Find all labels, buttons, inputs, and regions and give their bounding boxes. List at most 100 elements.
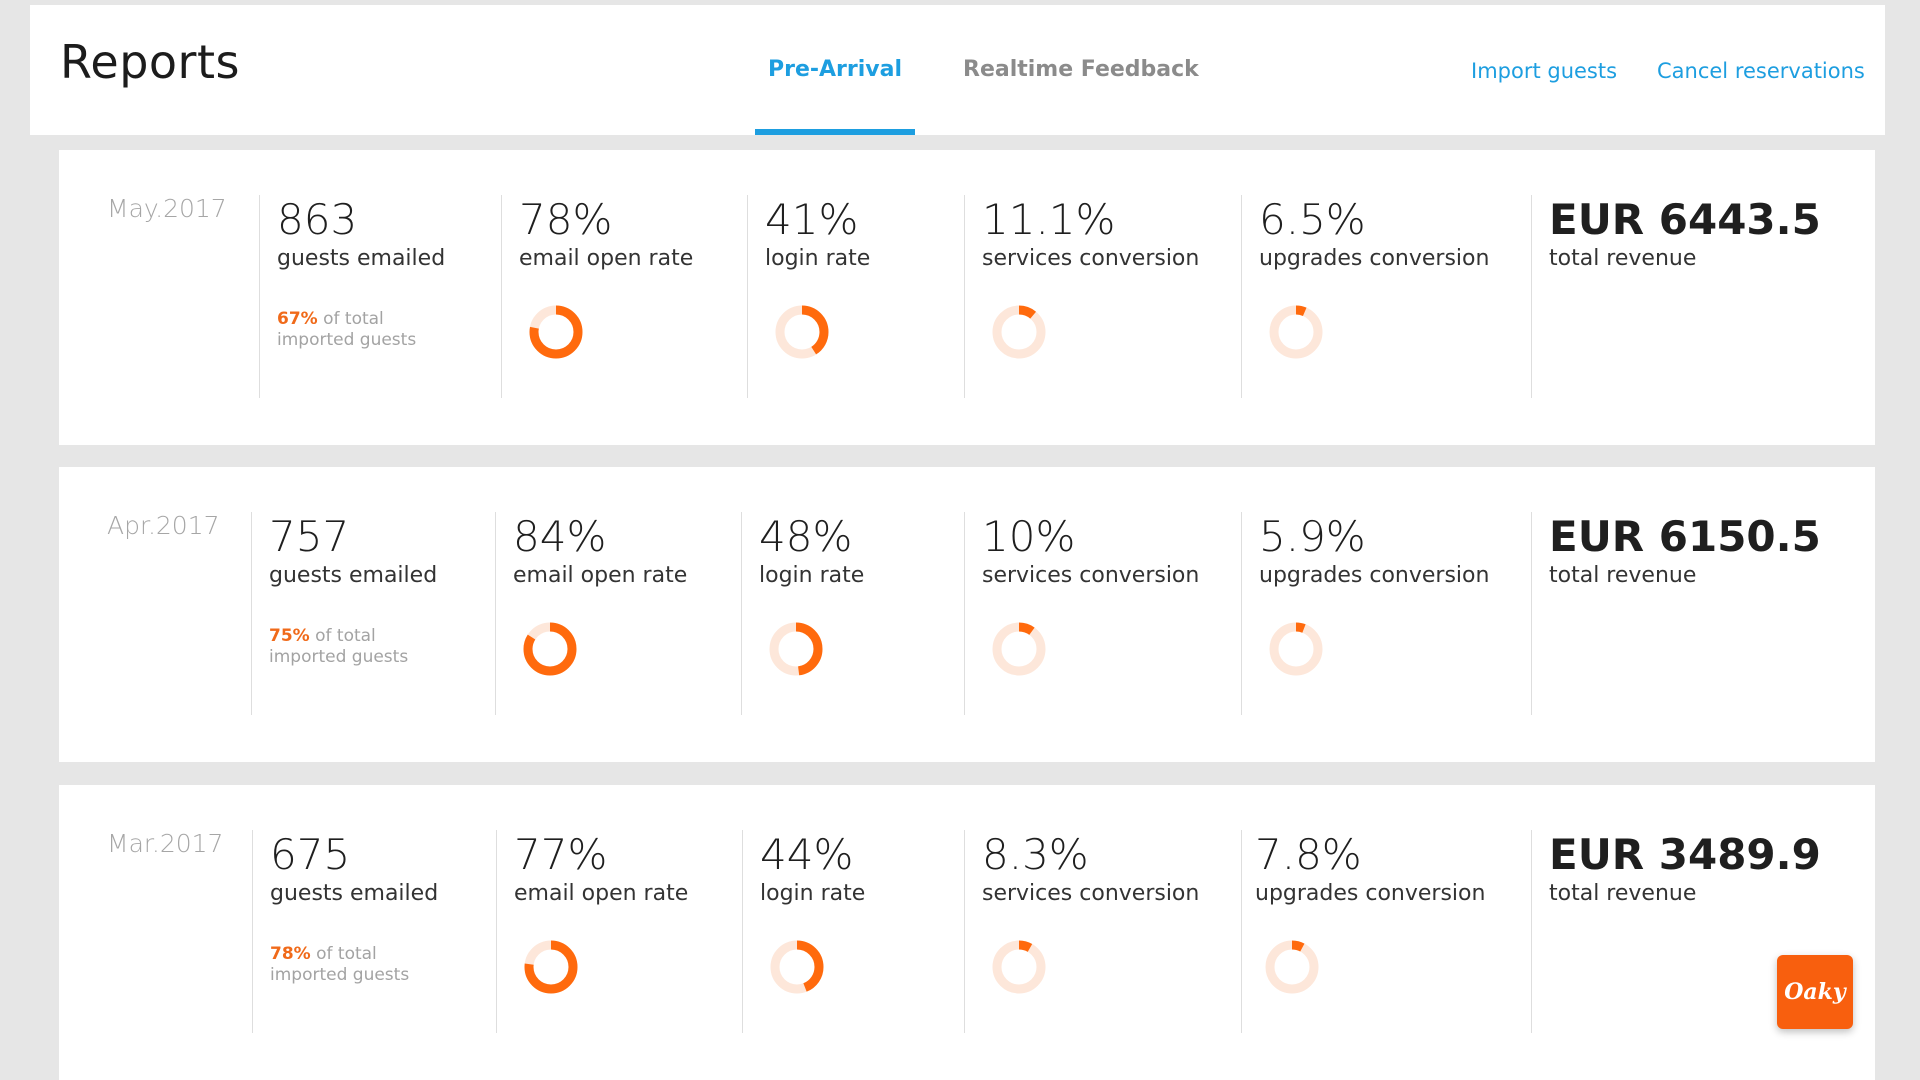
total-revenue-metric: EUR 6443.5 total revenue (1549, 196, 1821, 272)
donut-track (1269, 622, 1323, 676)
donut-arc (775, 305, 829, 359)
divider (1531, 195, 1532, 398)
guests-emailed-metric: 675 guests emailed 78% of total imported… (270, 831, 440, 986)
divider (252, 830, 253, 1033)
donut-arc (770, 940, 824, 994)
total-revenue-value: EUR 6150.5 (1549, 512, 1821, 561)
report-month: Apr.2017 (107, 511, 220, 540)
divider (251, 512, 252, 715)
divider (1531, 512, 1532, 715)
upgrades-conversion-metric: 5.9% upgrades conversion (1259, 513, 1489, 678)
services-conversion-donut (992, 622, 1046, 676)
divider (259, 195, 260, 398)
services-conversion-value: 8.3% (982, 830, 1089, 879)
guests-emailed-value: 863 (277, 195, 358, 244)
services-conversion-label: services conversion (982, 563, 1200, 588)
login-rate-donut (770, 940, 824, 994)
donut-track (992, 622, 1046, 676)
donut-arc (524, 940, 578, 994)
oaky-logo-button[interactable]: Oaky (1777, 955, 1853, 1029)
report-month: Mar.2017 (107, 829, 224, 858)
login-rate-donut (769, 622, 823, 676)
email-open-rate-donut (524, 940, 578, 994)
guests-emailed-metric: 757 guests emailed 75% of total imported… (269, 513, 439, 668)
donut-track (992, 940, 1046, 994)
upgrades-conversion-metric: 7.8% upgrades conversion (1255, 831, 1485, 996)
login-rate-value: 48% (759, 512, 853, 561)
divider (1241, 830, 1242, 1033)
page-title: Reports (60, 35, 240, 89)
login-rate-metric: 41% login rate (765, 196, 870, 361)
divider (501, 195, 502, 398)
report-month: May.2017 (107, 194, 227, 223)
donut-track (1265, 940, 1319, 994)
upgrades-conversion-value: 7.8% (1255, 830, 1362, 879)
imported-text: of total imported guests (277, 309, 417, 350)
upgrades-conversion-label: upgrades conversion (1255, 881, 1486, 906)
divider (741, 512, 742, 715)
divider (742, 830, 743, 1033)
services-conversion-donut (992, 305, 1046, 359)
email-open-rate-donut (523, 622, 577, 676)
login-rate-label: login rate (765, 246, 871, 271)
total-revenue-label: total revenue (1549, 563, 1697, 588)
email-open-rate-label: email open rate (513, 563, 688, 588)
donut-arc (1265, 940, 1319, 994)
donut-arc (992, 305, 1046, 359)
upgrades-conversion-label: upgrades conversion (1259, 563, 1490, 588)
services-conversion-label: services conversion (982, 246, 1200, 271)
services-conversion-label: services conversion (982, 881, 1200, 906)
imported-guests-note: 75% of total imported guests (269, 626, 439, 668)
guests-emailed-label: guests emailed (277, 246, 446, 271)
email-open-rate-metric: 77% email open rate (514, 831, 688, 996)
donut-track (1269, 305, 1323, 359)
report-card: Mar.2017 675 guests emailed 78% of total… (59, 785, 1875, 1080)
divider (964, 195, 965, 398)
guests-emailed-value: 675 (270, 830, 351, 879)
upgrades-conversion-metric: 6.5% upgrades conversion (1259, 196, 1489, 361)
guests-emailed-value: 757 (269, 512, 350, 561)
services-conversion-value: 11.1% (982, 195, 1116, 244)
email-open-rate-value: 78% (519, 195, 613, 244)
donut-arc (529, 305, 583, 359)
report-card: Apr.2017 757 guests emailed 75% of total… (59, 467, 1875, 762)
upgrades-conversion-donut (1269, 305, 1323, 359)
divider (496, 830, 497, 1033)
tab-realtime-feedback[interactable]: Realtime Feedback (963, 57, 1199, 82)
divider (495, 512, 496, 715)
upgrades-conversion-label: upgrades conversion (1259, 246, 1490, 271)
report-card: May.2017 863 guests emailed 67% of total… (59, 150, 1875, 445)
email-open-rate-label: email open rate (514, 881, 689, 906)
imported-percent: 78% (270, 944, 311, 964)
total-revenue-metric: EUR 3489.9 total revenue (1549, 831, 1821, 907)
upgrades-conversion-donut (1269, 622, 1323, 676)
guests-emailed-label: guests emailed (270, 881, 439, 906)
services-conversion-donut (992, 940, 1046, 994)
email-open-rate-metric: 84% email open rate (513, 513, 687, 678)
total-revenue-label: total revenue (1549, 881, 1697, 906)
import-guests-link[interactable]: Import guests (1471, 59, 1618, 83)
login-rate-donut (775, 305, 829, 359)
top-strip (0, 0, 1920, 5)
cancel-reservations-link[interactable]: Cancel reservations (1657, 59, 1865, 83)
divider (747, 195, 748, 398)
donut-arc (1269, 622, 1323, 676)
divider (1531, 830, 1532, 1033)
services-conversion-metric: 11.1% services conversion (982, 196, 1199, 361)
divider (964, 830, 965, 1033)
divider (1241, 512, 1242, 715)
imported-text: of total imported guests (269, 626, 409, 667)
email-open-rate-donut (529, 305, 583, 359)
login-rate-metric: 48% login rate (759, 513, 864, 678)
email-open-rate-label: email open rate (519, 246, 694, 271)
imported-text: of total imported guests (270, 944, 410, 985)
total-revenue-label: total revenue (1549, 246, 1697, 271)
donut-track (992, 305, 1046, 359)
tab-pre-arrival[interactable]: Pre-Arrival (768, 57, 903, 82)
divider (1241, 195, 1242, 398)
donut-arc (992, 622, 1046, 676)
guests-emailed-metric: 863 guests emailed 67% of total imported… (277, 196, 447, 351)
donut-arc (523, 622, 577, 676)
services-conversion-metric: 8.3% services conversion (982, 831, 1199, 996)
imported-guests-note: 67% of total imported guests (277, 309, 447, 351)
